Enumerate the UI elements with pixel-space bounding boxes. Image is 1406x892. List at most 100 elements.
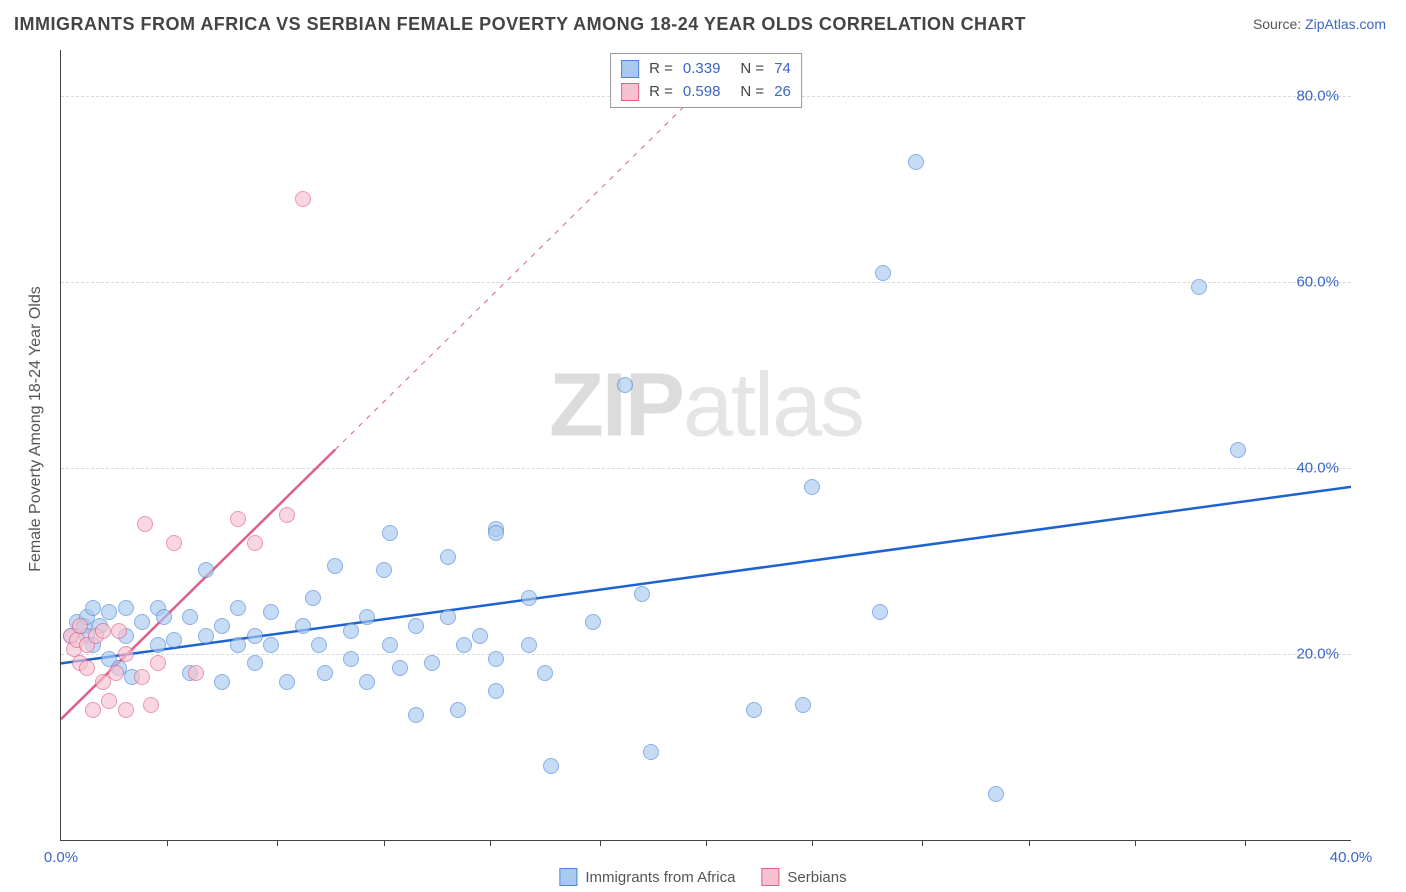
legend-series: Immigrants from Africa Serbians xyxy=(559,868,846,886)
data-point xyxy=(134,614,150,630)
legend-r-label: R = xyxy=(649,81,673,104)
data-point xyxy=(156,609,172,625)
data-point xyxy=(79,660,95,676)
data-point xyxy=(101,693,117,709)
data-point xyxy=(327,558,343,574)
data-point xyxy=(804,479,820,495)
data-point xyxy=(746,702,762,718)
data-point xyxy=(150,655,166,671)
source-value: ZipAtlas.com xyxy=(1305,16,1386,32)
legend-r-value: 0.598 xyxy=(683,81,721,104)
data-point xyxy=(643,744,659,760)
data-point xyxy=(295,191,311,207)
data-point xyxy=(198,562,214,578)
data-point xyxy=(872,604,888,620)
plot-area: ZIPatlas R =0.339N =74R =0.598N =26 20.0… xyxy=(60,50,1351,841)
watermark-light: atlas xyxy=(683,355,863,455)
y-axis-label-container: Female Poverty Among 18-24 Year Olds xyxy=(16,50,36,840)
data-point xyxy=(72,618,88,634)
x-minor-tick xyxy=(1135,840,1136,846)
data-point xyxy=(440,609,456,625)
data-point xyxy=(1230,442,1246,458)
data-point xyxy=(279,674,295,690)
legend-swatch xyxy=(559,868,577,886)
data-point xyxy=(305,590,321,606)
data-point xyxy=(279,507,295,523)
data-point xyxy=(118,600,134,616)
gridline xyxy=(61,282,1351,283)
data-point xyxy=(488,683,504,699)
data-point xyxy=(118,702,134,718)
data-point xyxy=(182,609,198,625)
data-point xyxy=(634,586,650,602)
legend-r-label: R = xyxy=(649,58,673,81)
data-point xyxy=(95,623,111,639)
chart-title: IMMIGRANTS FROM AFRICA VS SERBIAN FEMALE… xyxy=(14,14,1026,35)
data-point xyxy=(85,702,101,718)
data-point xyxy=(440,549,456,565)
data-point xyxy=(359,609,375,625)
legend-label: Serbians xyxy=(787,869,846,886)
data-point xyxy=(101,604,117,620)
data-point xyxy=(295,618,311,634)
legend-item: Immigrants from Africa xyxy=(559,868,735,886)
watermark: ZIPatlas xyxy=(549,354,863,457)
legend-label: Immigrants from Africa xyxy=(585,869,735,886)
data-point xyxy=(521,637,537,653)
data-point xyxy=(247,655,263,671)
data-point xyxy=(543,758,559,774)
legend-swatch xyxy=(621,83,639,101)
data-point xyxy=(359,674,375,690)
data-point xyxy=(450,702,466,718)
data-point xyxy=(198,628,214,644)
data-point xyxy=(408,707,424,723)
data-point xyxy=(585,614,601,630)
x-tick-label: 0.0% xyxy=(44,849,78,866)
data-point xyxy=(392,660,408,676)
legend-correlation: R =0.339N =74R =0.598N =26 xyxy=(610,53,802,108)
legend-n-label: N = xyxy=(740,81,764,104)
legend-n-value: 74 xyxy=(774,58,791,81)
data-point xyxy=(382,637,398,653)
data-point xyxy=(150,637,166,653)
data-point xyxy=(214,618,230,634)
data-point xyxy=(988,786,1004,802)
data-point xyxy=(188,665,204,681)
legend-item: Serbians xyxy=(761,868,846,886)
x-tick-label: 40.0% xyxy=(1330,849,1373,866)
data-point xyxy=(521,590,537,606)
data-point xyxy=(134,669,150,685)
data-point xyxy=(408,618,424,634)
data-point xyxy=(317,665,333,681)
legend-swatch xyxy=(761,868,779,886)
x-minor-tick xyxy=(600,840,601,846)
x-minor-tick xyxy=(1029,840,1030,846)
data-point xyxy=(111,623,127,639)
data-point xyxy=(456,637,472,653)
x-minor-tick xyxy=(490,840,491,846)
data-point xyxy=(143,697,159,713)
data-point xyxy=(382,525,398,541)
data-point xyxy=(376,562,392,578)
legend-row: R =0.339N =74 xyxy=(621,58,791,81)
data-point xyxy=(263,637,279,653)
data-point xyxy=(908,154,924,170)
data-point xyxy=(1191,279,1207,295)
data-point xyxy=(230,600,246,616)
x-minor-tick xyxy=(706,840,707,846)
gridline xyxy=(61,468,1351,469)
data-point xyxy=(537,665,553,681)
source-credit: Source: ZipAtlas.com xyxy=(1253,16,1386,32)
watermark-bold: ZIP xyxy=(549,355,683,455)
data-point xyxy=(343,651,359,667)
data-point xyxy=(230,511,246,527)
x-minor-tick xyxy=(922,840,923,846)
data-point xyxy=(875,265,891,281)
data-point xyxy=(230,637,246,653)
y-tick-label: 20.0% xyxy=(1296,646,1339,663)
data-point xyxy=(795,697,811,713)
data-point xyxy=(137,516,153,532)
trendlines xyxy=(61,50,1351,840)
data-point xyxy=(488,525,504,541)
x-minor-tick xyxy=(277,840,278,846)
